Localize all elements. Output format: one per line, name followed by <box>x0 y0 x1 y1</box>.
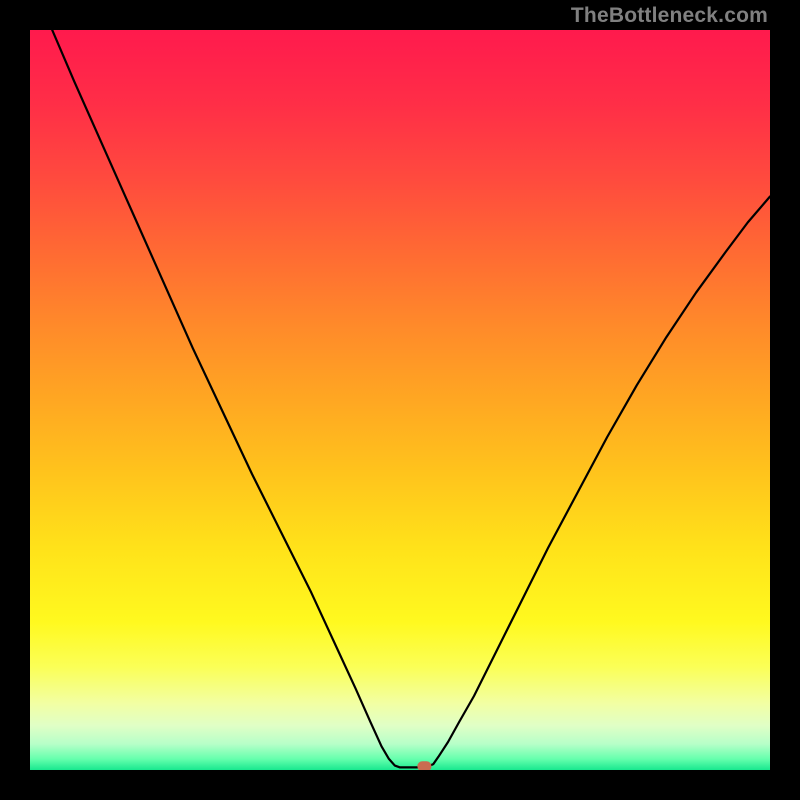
plot-area <box>30 30 770 770</box>
chart-frame: TheBottleneck.com <box>0 0 800 800</box>
watermark-text: TheBottleneck.com <box>571 4 768 28</box>
chart-svg <box>30 30 770 770</box>
chart-background <box>30 30 770 770</box>
optimum-marker <box>417 761 431 770</box>
